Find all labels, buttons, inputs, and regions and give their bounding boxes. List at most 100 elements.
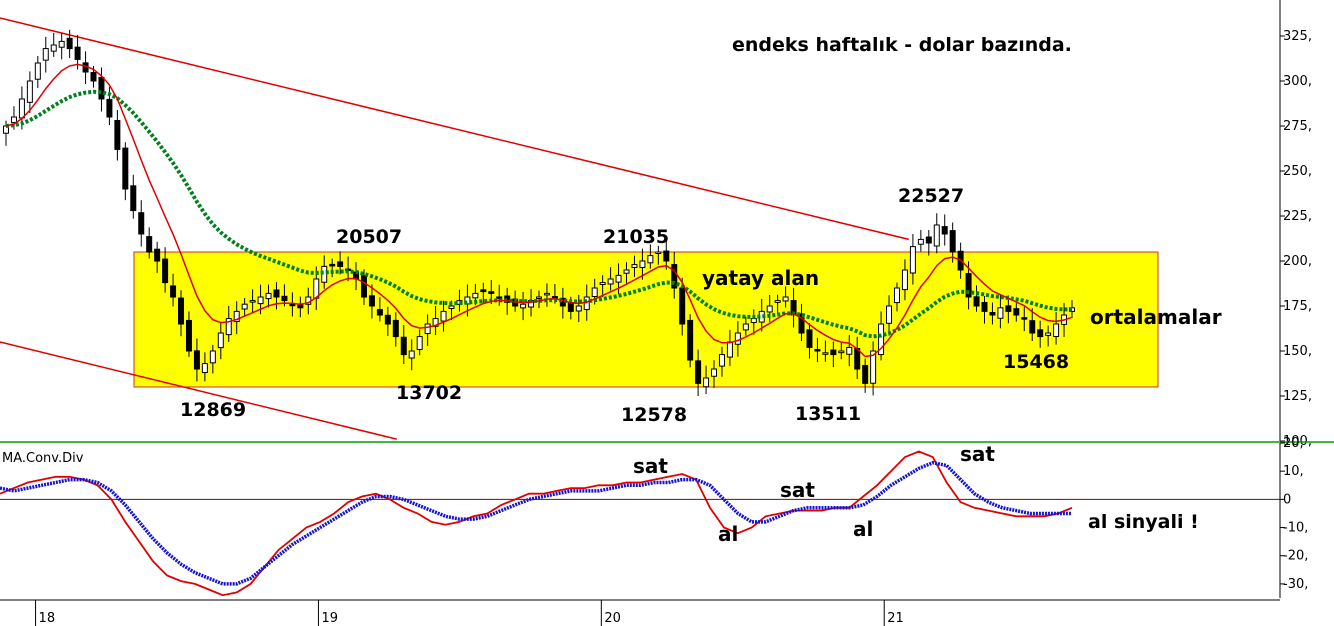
zone-label: yatay alan	[702, 266, 819, 290]
candle-body	[1037, 329, 1044, 338]
candle-body	[886, 305, 893, 324]
candle-body	[631, 264, 638, 268]
price-tick-label: 125,	[1283, 389, 1312, 404]
level-label: 15468	[1003, 351, 1069, 373]
candle-body	[774, 300, 781, 303]
signal-label: al sinyali !	[1088, 511, 1199, 533]
candle-body	[1029, 320, 1036, 334]
candle-body	[193, 350, 200, 370]
candle-body	[58, 40, 65, 48]
time-axis-ticks: 18 19 20 21	[35, 600, 904, 626]
candle-body	[337, 261, 344, 267]
candle-body	[408, 350, 415, 359]
candle-body	[66, 37, 73, 50]
candle-body	[130, 185, 137, 212]
candle-body	[536, 296, 542, 299]
candle-body	[225, 318, 232, 336]
candle-body	[281, 295, 288, 302]
candle-body	[122, 147, 129, 190]
candle-body	[42, 48, 49, 61]
macd-signal-blue	[0, 460, 1072, 586]
candle-body	[734, 332, 741, 345]
candle-body	[543, 292, 550, 296]
trend-channel-lower	[0, 341, 397, 440]
candle-body	[782, 296, 789, 302]
candle-body	[392, 319, 399, 338]
candle-body	[989, 312, 996, 316]
candle-body	[822, 352, 829, 355]
level-label: 22527	[898, 185, 964, 207]
macd-tick-label: -30,	[1283, 577, 1308, 592]
candle-body	[34, 62, 41, 80]
candle-body	[106, 98, 113, 118]
candle-body	[623, 269, 630, 274]
time-tick-label: 21	[887, 611, 904, 626]
candle-body	[289, 303, 296, 307]
macd-line-red	[0, 450, 1073, 597]
price-tick-label: 300,	[1283, 74, 1312, 89]
candle-body	[98, 76, 105, 100]
macd-tick-label: 10,	[1283, 464, 1304, 479]
candle-body	[846, 346, 853, 355]
candle-body	[663, 250, 670, 262]
trend-channel-upper	[0, 17, 909, 241]
candle-body	[432, 318, 439, 327]
candle-body	[965, 273, 972, 298]
candle-body	[567, 302, 574, 312]
candle-body	[687, 319, 694, 361]
price-tick-label: 275,	[1283, 119, 1312, 134]
candle-body	[655, 251, 662, 254]
candle-body	[973, 296, 980, 307]
candle-body	[862, 364, 869, 384]
level-label: 21035	[603, 226, 669, 248]
candle-body	[448, 305, 455, 309]
price-tick-label: 325,	[1283, 29, 1312, 44]
price-axis-ticks: 325,300,275,250,225,200,175,150,125,100,	[1280, 29, 1312, 449]
candle-body	[901, 269, 908, 291]
candle-body	[368, 295, 375, 307]
candle-body	[26, 80, 33, 103]
candle-body	[878, 323, 885, 356]
candle-body	[917, 238, 924, 245]
candle-body	[257, 296, 264, 305]
time-tick-label: 18	[39, 611, 56, 626]
macd-title: MA.Conv.Div	[2, 451, 84, 466]
candle-body	[416, 336, 423, 350]
level-label: 13511	[795, 403, 861, 425]
candle-body	[520, 303, 527, 309]
candle-body	[949, 230, 956, 253]
macd-tick-label: 20,	[1283, 436, 1304, 451]
candle-body	[893, 287, 900, 304]
candle-body	[870, 350, 877, 384]
candle-body	[138, 212, 145, 235]
candle-body	[488, 291, 495, 294]
candle-body	[766, 305, 773, 313]
macd-tick-label: -20,	[1283, 549, 1308, 564]
macd-tick-label: 0	[1283, 492, 1291, 507]
level-label: 12869	[180, 399, 246, 421]
candle-body	[575, 305, 582, 312]
candle-body	[114, 119, 121, 150]
candle-body	[480, 289, 487, 293]
candle-body	[201, 363, 208, 374]
signal-label: sat	[960, 442, 995, 466]
candle-body	[472, 292, 479, 299]
candle-body	[90, 72, 97, 82]
candle-body	[647, 255, 654, 264]
candle-body	[711, 368, 718, 377]
candle-body	[997, 307, 1004, 319]
averages-label: ortalamalar	[1090, 305, 1222, 329]
candle-body	[233, 310, 240, 323]
candle-body	[1053, 323, 1060, 338]
chart-title: endeks haftalık - dolar bazında.	[732, 34, 1072, 56]
candle-body	[360, 275, 367, 298]
candle-body	[18, 98, 25, 119]
macd-axis-ticks: 20, 10, 0 -10, -20, -30,	[1280, 436, 1308, 592]
candle-body	[146, 236, 153, 253]
candle-body	[209, 350, 216, 364]
price-tick-label: 225,	[1283, 209, 1312, 224]
signal-label: sat	[633, 454, 668, 478]
time-tick-label: 20	[604, 611, 621, 626]
candle-body	[162, 258, 169, 284]
